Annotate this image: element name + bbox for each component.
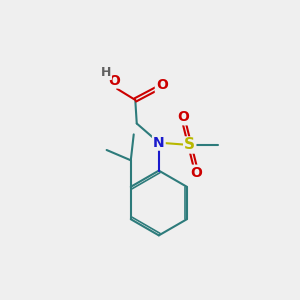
Text: H: H	[100, 66, 111, 79]
Text: N: N	[153, 136, 165, 150]
Text: O: O	[156, 78, 168, 92]
Text: S: S	[184, 137, 195, 152]
Text: O: O	[190, 166, 202, 180]
Text: O: O	[109, 74, 121, 88]
Text: O: O	[177, 110, 189, 124]
